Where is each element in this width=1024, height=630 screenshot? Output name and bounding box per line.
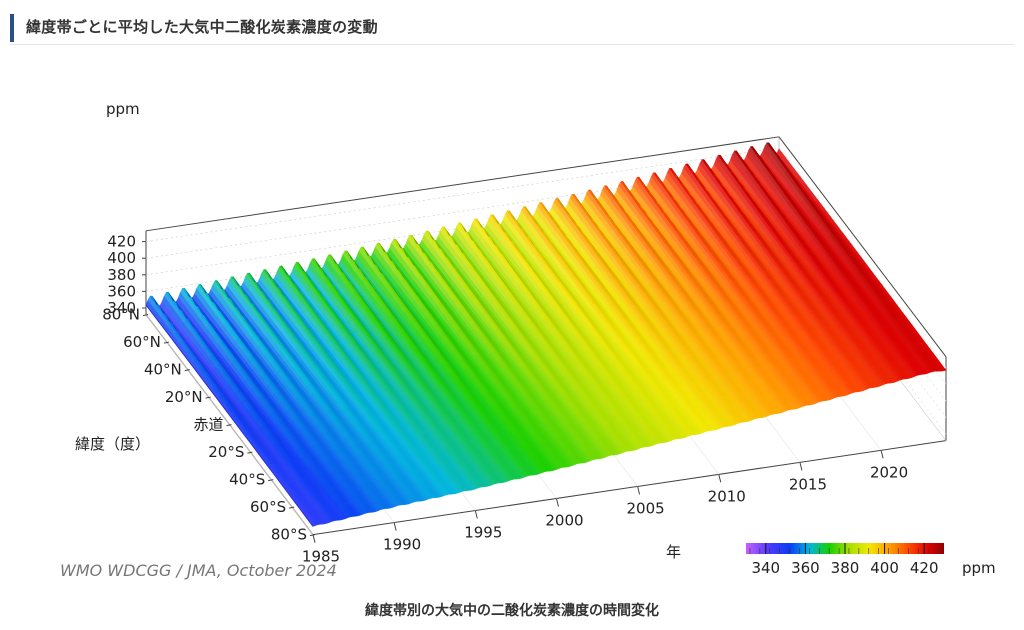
co2-surface [145,142,947,527]
section-header: 緯度帯ごとに平均した大気中二酸化炭素濃度の変動 [10,10,1014,45]
co2-latitude-surface-chart: ppm 緯度（度） 年 3403603804004201985199019952… [75,100,996,577]
section-title: 緯度帯ごとに平均した大気中二酸化炭素濃度の変動 [26,18,378,36]
header-accent-bar [10,14,14,42]
